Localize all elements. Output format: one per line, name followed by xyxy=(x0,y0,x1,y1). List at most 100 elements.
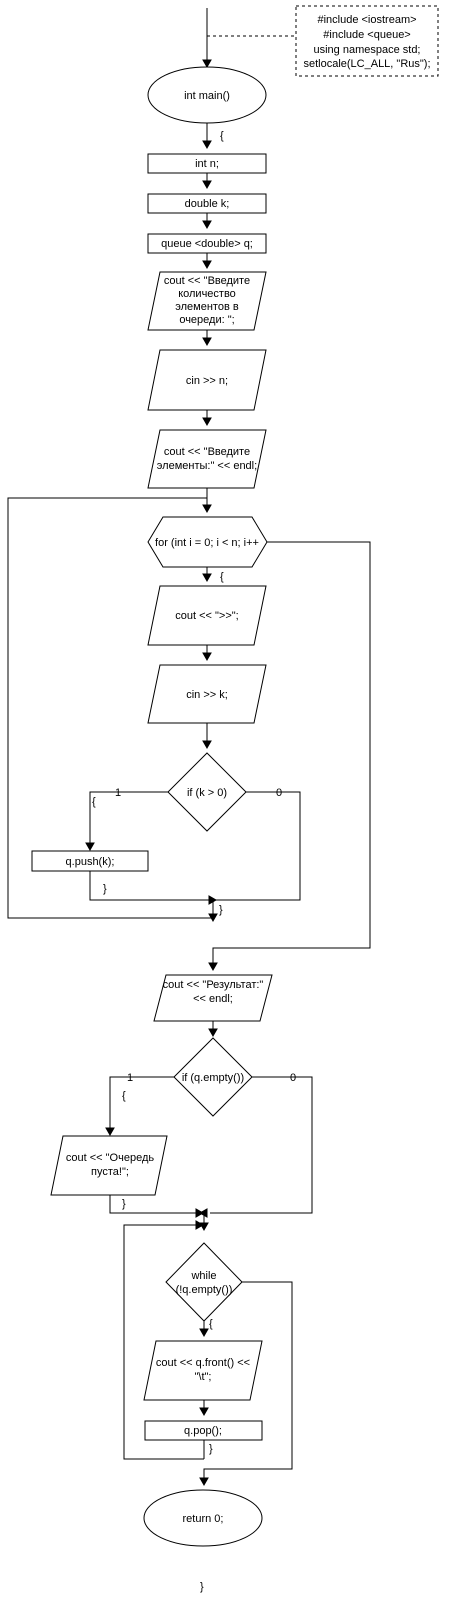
empty-msg-merge-line xyxy=(109,1195,200,1214)
end-brace-close: } xyxy=(200,1581,204,1593)
arrow-head xyxy=(202,740,212,750)
decl-double-k-label: double k; xyxy=(185,198,230,210)
print-front-line-1: cout << q.front() << xyxy=(156,1357,250,1369)
decl-queue-label: queue <double> q; xyxy=(161,238,253,250)
push-process: q.push(k); xyxy=(31,850,149,872)
end-ellipse xyxy=(143,1489,263,1547)
arrow-head xyxy=(202,180,212,190)
while-diamond xyxy=(165,1242,243,1322)
note-line-2: #include <queue> xyxy=(323,29,410,41)
print-prompt-io: cout << ">>"; xyxy=(147,585,267,646)
prompt-count-parallelogram xyxy=(147,271,267,331)
arrow-head xyxy=(202,140,212,150)
while-label-line-2: (!q.empty()) xyxy=(176,1284,233,1296)
if-k-false-line xyxy=(213,791,301,901)
prompt-elements-io: cout << "Введите элементы:" << endl; xyxy=(147,429,267,489)
decl-queue-box xyxy=(147,233,267,254)
print-prompt-parallelogram xyxy=(147,585,267,646)
print-front-parallelogram xyxy=(143,1340,263,1401)
arrow-head xyxy=(202,504,212,514)
read-k-parallelogram xyxy=(147,664,267,724)
print-result-parallelogram xyxy=(153,974,273,1022)
for-loop-back-line xyxy=(7,497,213,919)
while-brace-close: } xyxy=(209,1443,213,1455)
prompt-count-line-1: cout << "Введите xyxy=(164,275,250,287)
push-merge-line xyxy=(89,871,213,901)
decl-double-k-box xyxy=(147,193,267,214)
if-k-true-line xyxy=(89,791,168,845)
if-k-decision: if (k > 0) xyxy=(167,752,247,832)
main-brace-open: { xyxy=(220,130,224,142)
arrow-head xyxy=(202,260,212,270)
if-k-true-label: 1 xyxy=(115,787,121,799)
while-decision: while (!q.empty()) xyxy=(165,1242,243,1322)
arrow-head xyxy=(199,1407,209,1417)
prompt-count-io: cout << "Введите количество элементов в … xyxy=(147,271,267,331)
if-empty-true-label: 1 xyxy=(127,1072,133,1084)
arrow-head xyxy=(195,1220,205,1230)
if-empty-false-line xyxy=(210,1076,313,1214)
while-exit-line xyxy=(203,1281,293,1485)
for-exit-line xyxy=(212,541,371,970)
arrow-head xyxy=(202,573,212,583)
arrow-head xyxy=(199,1328,209,1338)
prompt-elements-line-2: элементы:" << endl; xyxy=(157,460,257,472)
note-line-4: setlocale(LC_ALL, "Rus"); xyxy=(303,58,430,70)
empty-message-line-2: пуста!"; xyxy=(91,1166,129,1178)
for-loop-hexagon: for (int i = 0; i < n; i++ xyxy=(147,516,268,568)
empty-message-io: cout << "Очередь пуста!"; xyxy=(50,1135,168,1196)
for-brace-close: } xyxy=(219,904,223,916)
arrow-head xyxy=(202,417,212,427)
arrow-head xyxy=(195,1208,205,1218)
while-loop-back-line xyxy=(123,1224,204,1460)
decl-int-n-block: int n; xyxy=(147,153,267,174)
print-front-line-2: "\t"; xyxy=(195,1371,212,1383)
if-empty-decision: if (q.empty()) xyxy=(173,1037,253,1117)
if-empty-label: if (q.empty()) xyxy=(182,1072,244,1084)
prompt-count-line-3: элементов в xyxy=(175,301,239,313)
while-label-line-1: while xyxy=(190,1270,216,1282)
note-line-1: #include <iostream> xyxy=(317,14,416,26)
arrow-head xyxy=(202,337,212,347)
arrow-head xyxy=(202,220,212,230)
read-k-io: cin >> k; xyxy=(147,664,267,724)
print-prompt-label: cout << ">>"; xyxy=(175,610,238,622)
prompt-elements-parallelogram xyxy=(147,429,267,489)
decl-queue-block: queue <double> q; xyxy=(147,233,267,254)
print-result-line-1: cout << "Результат:" xyxy=(163,979,264,991)
push-label: q.push(k); xyxy=(66,856,115,868)
pop-process: q.pop(); xyxy=(144,1420,263,1441)
if-k-label: if (k > 0) xyxy=(187,787,227,799)
prompt-count-line-2: количество xyxy=(178,288,236,300)
read-n-parallelogram xyxy=(147,349,267,411)
arrow-head xyxy=(208,962,218,972)
if-empty-false-label: 0 xyxy=(290,1072,296,1084)
decl-double-k-block: double k; xyxy=(147,193,267,214)
if-k-false-label: 0 xyxy=(276,787,282,799)
push-box xyxy=(31,850,149,872)
prompt-count-line-4: очереди: "; xyxy=(179,314,234,326)
arrow-head xyxy=(199,1477,209,1487)
for-hexagon xyxy=(147,516,268,568)
prompt-elements-line-1: cout << "Введите xyxy=(164,446,250,458)
pop-label: q.pop(); xyxy=(184,1425,222,1437)
start-ellipse xyxy=(147,66,267,124)
decl-int-n-label: int n; xyxy=(195,158,219,170)
arrow-head xyxy=(202,652,212,662)
if-empty-true-brace-close: } xyxy=(122,1198,126,1210)
pop-box xyxy=(144,1420,263,1441)
print-result-line-2: << endl; xyxy=(193,993,233,1005)
if-empty-true-brace-open: { xyxy=(122,1090,126,1102)
while-brace-open: { xyxy=(209,1318,213,1330)
arrow-head xyxy=(85,842,95,852)
arrow-head xyxy=(208,895,218,905)
if-k-true-brace-close: } xyxy=(103,883,107,895)
print-result-io: cout << "Результат:" << endl; xyxy=(153,974,273,1022)
arrowheads xyxy=(85,59,218,1487)
read-n-io: cin >> n; xyxy=(147,349,267,411)
empty-message-parallelogram xyxy=(50,1135,168,1196)
if-k-true-brace-open: { xyxy=(92,796,96,808)
read-k-label: cin >> k; xyxy=(186,689,228,701)
start-terminator: int main() xyxy=(147,66,267,124)
